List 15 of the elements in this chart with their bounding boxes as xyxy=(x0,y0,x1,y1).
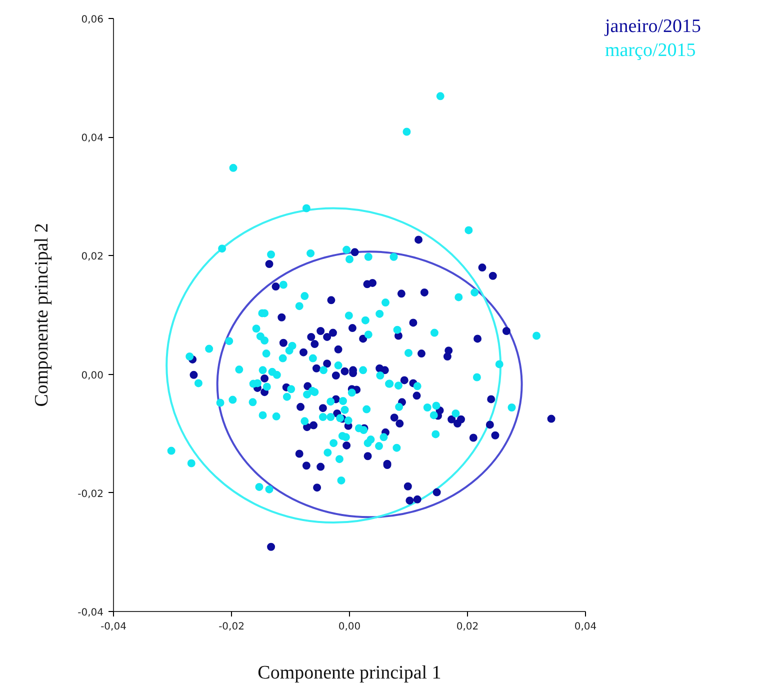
x-tick-label: 0,04 xyxy=(574,622,597,632)
x-tick-label: -0,02 xyxy=(218,622,244,632)
x-tick-label: 0,02 xyxy=(456,622,479,632)
x-axis-title: Componente principal 1 xyxy=(258,662,442,684)
x-tick-label: -0,04 xyxy=(100,622,126,632)
y-tick-label: -0,02 xyxy=(78,488,104,500)
y-axis-title: Componente principal 2 xyxy=(32,223,53,407)
y-tick-label: 0,06 xyxy=(81,14,104,26)
y-tick-label: 0,04 xyxy=(81,133,104,144)
y-tick-label: -0,04 xyxy=(78,608,104,618)
y-tick-label: 0,02 xyxy=(81,252,104,263)
x-tick-label: 0,00 xyxy=(338,622,361,632)
y-tick-label: 0,00 xyxy=(81,370,104,382)
text: janeiro/2015 xyxy=(605,15,702,39)
text: março/2015 xyxy=(605,39,697,63)
